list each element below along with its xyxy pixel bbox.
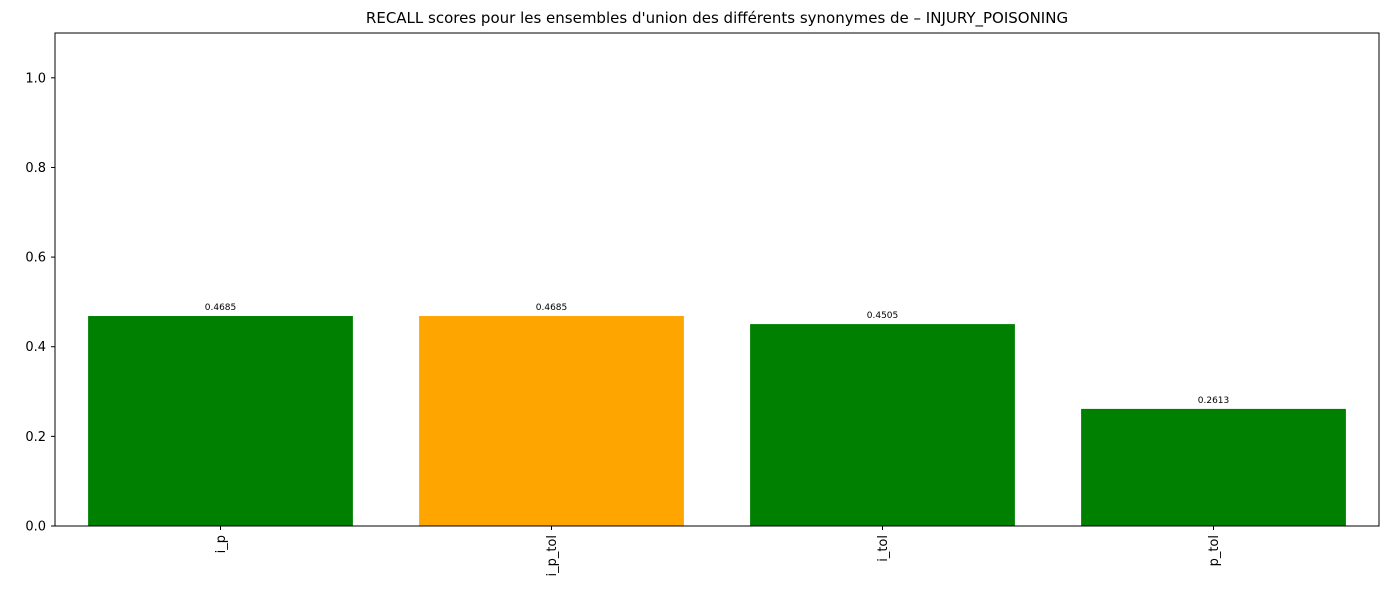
bar-value-label: 0.4685 (205, 303, 237, 313)
x-tick-label: p_tol (1207, 535, 1222, 566)
bar-i_p (88, 316, 353, 526)
chart-title: RECALL scores pour les ensembles d'union… (366, 9, 1068, 28)
y-tick-label: 0.4 (25, 340, 46, 355)
plot-frame (54, 32, 1380, 527)
x-tick-label: i_p (214, 535, 229, 553)
axes: 0.4685 0.4685 0.4505 0.2613 0.0 0.2 0.4 0.6 0.8 1… (25, 32, 1380, 577)
bar-value-label: 0.4505 (867, 311, 899, 321)
y-tick-label: 0.0 (25, 520, 46, 535)
x-tick-label: i_p_tol (545, 535, 560, 577)
y-tick-label: 1.0 (25, 71, 46, 86)
y-tick-label: 0.8 (25, 161, 46, 176)
y-tick-label: 0.6 (25, 251, 46, 266)
bar-value-label: 0.2613 (1198, 396, 1230, 406)
bar-p_tol (1081, 408, 1346, 526)
bar-i_tol (750, 324, 1015, 526)
x-tick-label: i_tol (876, 535, 891, 562)
bar-i_p_tol (419, 316, 684, 526)
y-tick-label: 0.2 (25, 430, 46, 445)
bar-value-label: 0.4685 (536, 303, 568, 313)
